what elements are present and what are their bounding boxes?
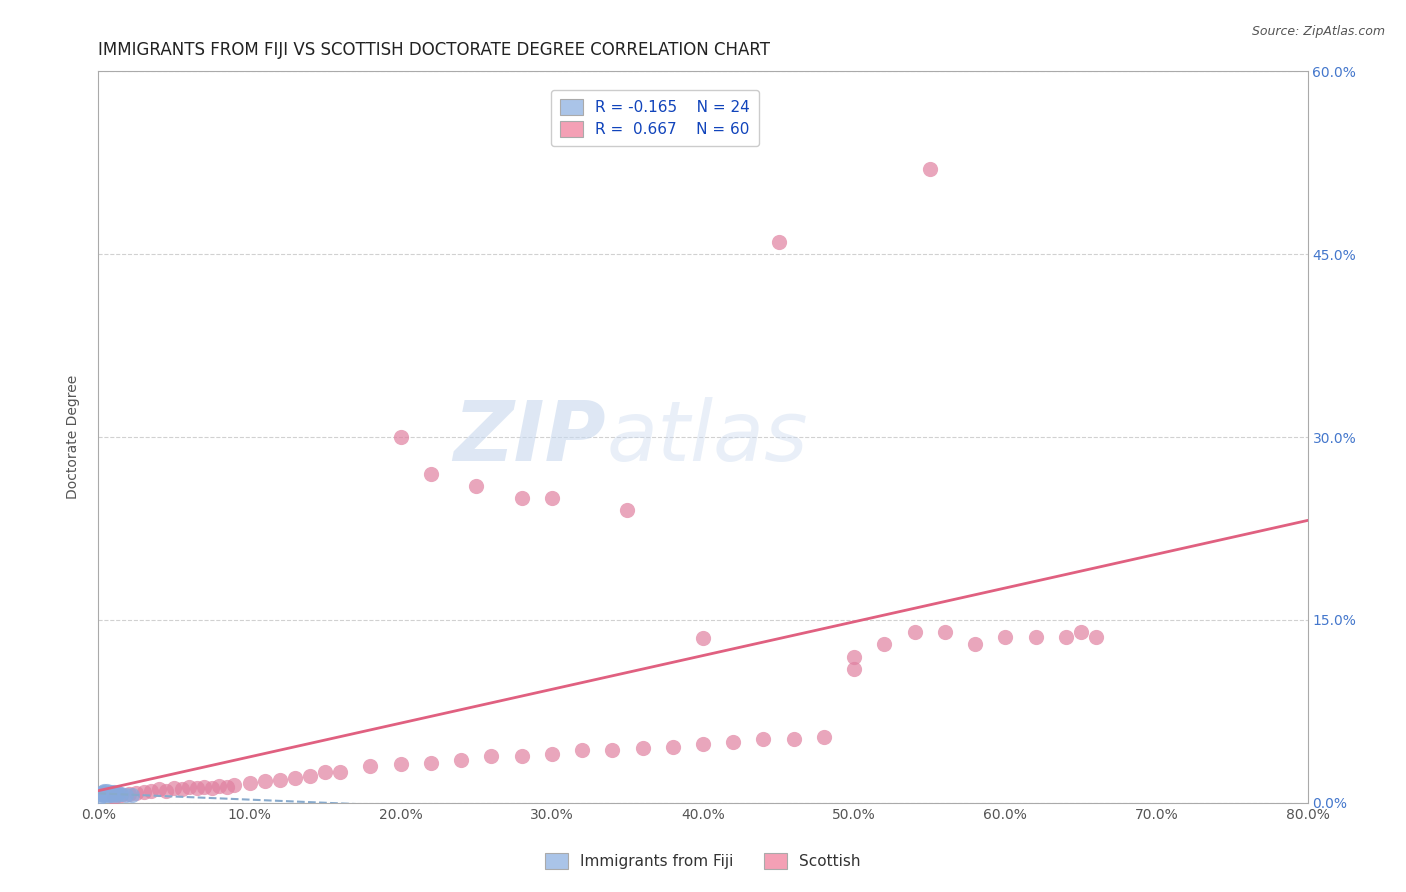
Point	[510, 749, 533, 764]
Point	[602, 743, 624, 757]
Point	[723, 735, 745, 749]
Point	[208, 779, 231, 793]
Point	[155, 783, 177, 797]
Point	[389, 430, 412, 444]
Point	[141, 783, 163, 797]
Point	[904, 625, 927, 640]
Point	[1070, 625, 1092, 640]
Point	[103, 786, 125, 800]
Point	[844, 649, 866, 664]
Point	[692, 632, 714, 646]
Text: ZIP: ZIP	[454, 397, 606, 477]
Point	[752, 732, 775, 747]
Point	[1024, 630, 1046, 644]
Point	[93, 783, 115, 797]
Point	[360, 759, 382, 773]
Point	[420, 756, 443, 770]
Point	[465, 479, 488, 493]
Point	[481, 749, 503, 764]
Text: atlas: atlas	[606, 397, 808, 477]
Point	[148, 782, 170, 797]
Point	[91, 785, 114, 799]
Point	[98, 789, 121, 803]
Point	[94, 786, 117, 800]
Point	[269, 772, 291, 787]
Point	[163, 781, 186, 796]
Point	[299, 769, 322, 783]
Point	[96, 787, 118, 801]
Y-axis label: Doctorate Degree: Doctorate Degree	[66, 375, 80, 500]
Text: Source: ZipAtlas.com: Source: ZipAtlas.com	[1251, 25, 1385, 38]
Point	[91, 789, 114, 803]
Point	[768, 235, 790, 249]
Point	[89, 789, 111, 804]
Point	[813, 730, 835, 744]
Point	[193, 780, 215, 794]
Point	[110, 787, 132, 801]
Point	[239, 776, 262, 790]
Point	[1085, 630, 1108, 644]
Point	[90, 787, 112, 801]
Point	[692, 737, 714, 751]
Point	[844, 662, 866, 676]
Point	[661, 739, 683, 754]
Point	[631, 740, 654, 755]
Point	[329, 765, 352, 780]
Point	[994, 630, 1017, 644]
Point	[420, 467, 443, 481]
Point	[450, 753, 472, 767]
Point	[215, 780, 238, 794]
Point	[121, 789, 143, 803]
Point	[114, 789, 136, 803]
Point	[90, 786, 112, 800]
Point	[1054, 630, 1077, 644]
Point	[100, 787, 122, 801]
Point	[186, 781, 208, 796]
Point	[132, 785, 155, 799]
Point	[510, 491, 533, 505]
Point	[571, 743, 593, 757]
Point	[918, 161, 941, 176]
Point	[284, 772, 307, 786]
Point	[965, 637, 987, 651]
Point	[873, 637, 896, 651]
Point	[616, 503, 638, 517]
Point	[540, 747, 562, 761]
Point	[103, 785, 125, 799]
Point	[224, 778, 246, 792]
Point	[389, 756, 412, 771]
Point	[118, 787, 141, 801]
Point	[103, 789, 125, 804]
Point	[93, 787, 115, 801]
Point	[540, 491, 562, 505]
Point	[170, 782, 193, 797]
Point	[101, 789, 124, 803]
Point	[100, 785, 122, 799]
Point	[783, 732, 806, 747]
Point	[104, 787, 127, 801]
Point	[96, 783, 118, 797]
Point	[98, 786, 121, 800]
Point	[107, 786, 129, 800]
Point	[253, 773, 276, 788]
Point	[201, 781, 224, 796]
Legend: Immigrants from Fiji, Scottish: Immigrants from Fiji, Scottish	[538, 847, 868, 875]
Point	[105, 789, 128, 803]
Point	[179, 780, 201, 794]
Point	[125, 786, 148, 800]
Point	[110, 789, 132, 803]
Legend: R = -0.165    N = 24, R =  0.667    N = 60: R = -0.165 N = 24, R = 0.667 N = 60	[551, 90, 759, 146]
Point	[94, 789, 117, 803]
Text: IMMIGRANTS FROM FIJI VS SCOTTISH DOCTORATE DEGREE CORRELATION CHART: IMMIGRANTS FROM FIJI VS SCOTTISH DOCTORA…	[98, 41, 770, 59]
Point	[934, 625, 956, 640]
Point	[314, 765, 336, 780]
